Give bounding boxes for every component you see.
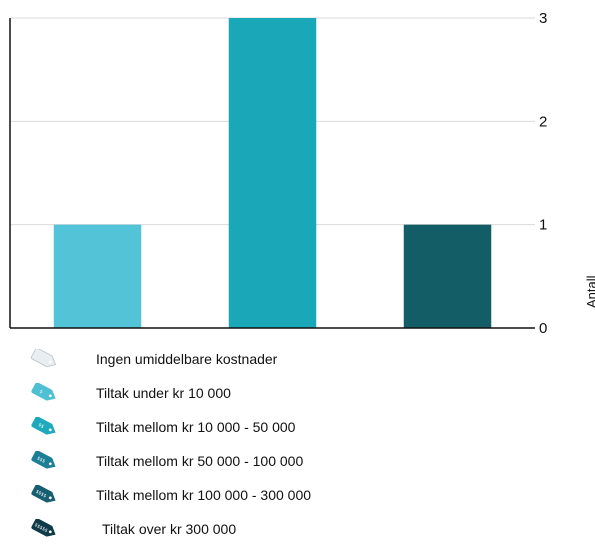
legend-item: $$$$$ Tiltak over kr 300 000: [30, 516, 570, 550]
legend-label: Tiltak over kr 300 000: [102, 521, 237, 537]
legend-item: $ Tiltak under kr 10 000: [30, 380, 570, 414]
y-tick-label: 2: [539, 113, 547, 130]
legend-label: Tiltak mellom kr 10 000 - 50 000: [96, 419, 296, 435]
bars: [53, 18, 492, 328]
y-tick-labels: 0 1 2 3: [539, 10, 547, 337]
legend: Ingen umiddelbare kostnader $ Tiltak under…: [30, 346, 570, 550]
legend-label: Ingen umiddelbare kostnader: [96, 351, 278, 367]
legend-item: $$$$ Tiltak mellom kr 100 000 - 300 000: [30, 482, 570, 516]
legend-label: Tiltak under kr 10 000: [96, 385, 231, 401]
price-tag-icon: $$$$: [31, 485, 56, 503]
y-tick-label: 1: [539, 217, 547, 234]
svg-text:$$: $$: [37, 422, 45, 430]
bar-3: [403, 224, 492, 328]
price-tag-icon: $$$$$: [31, 519, 56, 537]
y-tick-label: 3: [539, 10, 547, 27]
svg-text:$$$$: $$$$: [35, 489, 48, 500]
bar-chart: 0 1 2 3 Antall: [9, 10, 595, 337]
svg-text:$: $: [38, 389, 43, 396]
price-tag-icon: $$$: [31, 451, 56, 469]
price-tag-icon: $: [31, 383, 56, 401]
legend-item: $$ Tiltak mellom kr 10 000 - 50 000: [30, 414, 570, 448]
y-axis-title: Antall: [584, 275, 595, 308]
svg-text:$$$: $$$: [36, 455, 47, 464]
bar-1: [53, 224, 142, 328]
bar-2: [228, 18, 317, 328]
legend-label: Tiltak mellom kr 100 000 - 300 000: [96, 487, 312, 503]
legend-item: $$$ Tiltak mellom kr 50 000 - 100 000: [30, 448, 570, 482]
blank-tag-icon: [30, 349, 57, 368]
y-tick-label: 0: [539, 320, 547, 337]
legend-label: Tiltak mellom kr 50 000 - 100 000: [96, 453, 304, 469]
price-tag-icon: $$: [31, 417, 56, 435]
legend-item: Ingen umiddelbare kostnader: [30, 346, 570, 380]
